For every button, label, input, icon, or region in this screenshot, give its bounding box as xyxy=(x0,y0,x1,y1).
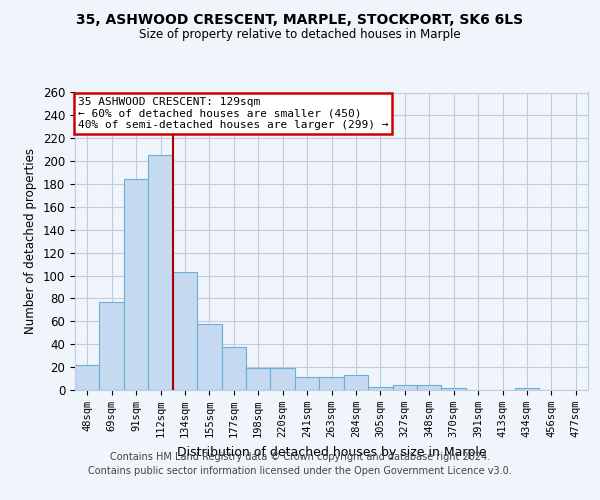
Text: Contains HM Land Registry data © Crown copyright and database right 2024.: Contains HM Land Registry data © Crown c… xyxy=(110,452,490,462)
Bar xyxy=(515,388,539,390)
Y-axis label: Number of detached properties: Number of detached properties xyxy=(25,148,37,334)
Bar xyxy=(75,365,100,390)
Text: 35 ASHWOOD CRESCENT: 129sqm
← 60% of detached houses are smaller (450)
40% of se: 35 ASHWOOD CRESCENT: 129sqm ← 60% of det… xyxy=(77,97,388,130)
Bar xyxy=(124,180,148,390)
Bar xyxy=(246,368,271,390)
Bar xyxy=(100,302,124,390)
Text: Size of property relative to detached houses in Marple: Size of property relative to detached ho… xyxy=(139,28,461,41)
Bar xyxy=(417,386,442,390)
X-axis label: Distribution of detached houses by size in Marple: Distribution of detached houses by size … xyxy=(176,446,487,458)
Bar xyxy=(319,378,344,390)
Bar xyxy=(344,375,368,390)
Text: 35, ASHWOOD CRESCENT, MARPLE, STOCKPORT, SK6 6LS: 35, ASHWOOD CRESCENT, MARPLE, STOCKPORT,… xyxy=(76,14,524,28)
Bar xyxy=(368,386,392,390)
Bar xyxy=(442,388,466,390)
Bar xyxy=(295,378,319,390)
Bar xyxy=(197,324,221,390)
Bar xyxy=(221,346,246,390)
Text: Contains public sector information licensed under the Open Government Licence v3: Contains public sector information licen… xyxy=(88,466,512,476)
Bar xyxy=(271,368,295,390)
Bar xyxy=(392,386,417,390)
Bar xyxy=(173,272,197,390)
Bar xyxy=(148,156,173,390)
